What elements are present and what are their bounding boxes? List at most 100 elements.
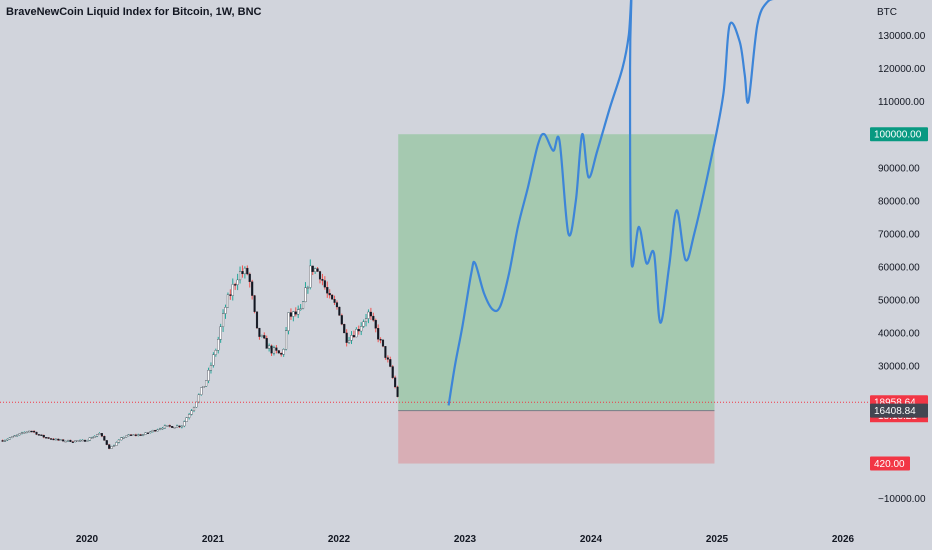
candle-body xyxy=(91,437,94,439)
candle-body xyxy=(52,438,55,441)
candle-body xyxy=(49,438,53,440)
candle-body xyxy=(57,438,60,441)
candle-body xyxy=(23,432,26,434)
candle-body xyxy=(6,438,9,441)
candle-body xyxy=(311,265,314,272)
candle-body xyxy=(270,345,273,354)
candle-body xyxy=(350,335,353,341)
candle-body xyxy=(243,267,246,275)
projection-drawing[interactable] xyxy=(447,0,780,406)
candle-body xyxy=(108,444,111,449)
candle-body xyxy=(134,434,137,436)
candle-body xyxy=(394,377,397,388)
price-axis[interactable]: BTC 130000.00 120000.00 110000.00 90000.00 8… xyxy=(877,7,926,505)
candle-body xyxy=(115,442,118,446)
candle-body xyxy=(139,434,142,436)
candle-body xyxy=(331,294,334,300)
candle-body xyxy=(154,430,157,432)
candle-body xyxy=(37,434,40,436)
candle-body xyxy=(127,434,130,437)
candle-body xyxy=(384,346,387,358)
x-tick-label: 2024 xyxy=(580,534,603,545)
candle-body xyxy=(200,387,203,395)
y-tick-label: 120000.00 xyxy=(878,64,926,75)
candle-body xyxy=(161,427,164,430)
candle-body xyxy=(163,425,166,429)
candle-body xyxy=(391,366,394,378)
candle-body xyxy=(292,311,295,317)
candle-body xyxy=(306,287,309,289)
candle-body xyxy=(16,434,19,437)
x-tick-label: 2026 xyxy=(832,534,855,545)
candle-body xyxy=(66,439,70,442)
time-axis[interactable]: 2020 2021 2022 2023 2024 2025 2026 xyxy=(76,534,855,545)
candle-body xyxy=(33,430,36,433)
candle-body xyxy=(348,340,351,343)
candle-body xyxy=(364,318,368,322)
candle-body xyxy=(304,287,307,303)
candle-body xyxy=(45,437,48,439)
candle-body xyxy=(81,439,84,442)
y-tick-label: 110000.00 xyxy=(878,97,925,108)
candle-body xyxy=(54,438,57,441)
candle-body xyxy=(125,435,128,438)
candle-body xyxy=(209,365,213,371)
candle-body xyxy=(251,281,254,296)
candle-body xyxy=(122,437,125,439)
candle-body xyxy=(335,302,339,308)
candle-body xyxy=(246,267,249,275)
y-tick-label: −10000.00 xyxy=(878,494,926,505)
candle-body xyxy=(253,295,256,312)
candle-body xyxy=(263,335,266,339)
candle-body xyxy=(377,328,380,340)
candle-body xyxy=(168,425,171,427)
candle-body xyxy=(343,324,346,334)
profit-zone[interactable] xyxy=(398,134,715,411)
candle-body xyxy=(299,308,302,310)
candle-body xyxy=(28,430,31,433)
candle-body xyxy=(144,432,147,435)
candle-body xyxy=(142,434,145,436)
candle-body xyxy=(8,437,11,440)
candle-body xyxy=(374,320,377,329)
candle-body xyxy=(100,433,103,437)
stop-zone[interactable] xyxy=(398,410,715,464)
long-position-tool[interactable] xyxy=(398,134,715,464)
y-tick-label: 80000.00 xyxy=(878,196,920,207)
candle-body xyxy=(287,312,290,331)
candle-body xyxy=(234,284,237,286)
candle-body xyxy=(297,309,300,315)
candle-body xyxy=(202,386,205,388)
candle-body xyxy=(265,338,268,349)
target-price-tag-text: 100000.00 xyxy=(874,130,922,141)
x-tick-label: 2022 xyxy=(328,534,351,545)
candle-body xyxy=(112,445,116,447)
candle-body xyxy=(352,335,355,338)
candle-body xyxy=(360,326,363,332)
candle-body xyxy=(79,440,82,442)
candle-body xyxy=(42,435,45,438)
x-tick-label: 2023 xyxy=(454,534,477,545)
candle-body xyxy=(367,311,370,319)
candle-body xyxy=(178,425,181,428)
chart-title: BraveNewCoin Liquid Index for Bitcoin, 1… xyxy=(6,6,262,18)
candle-body xyxy=(74,440,77,443)
candle-body xyxy=(59,439,62,441)
candle-body xyxy=(190,410,193,415)
candle-body xyxy=(389,359,392,367)
candle-body xyxy=(328,293,331,296)
candle-body xyxy=(129,434,133,436)
candle-body xyxy=(255,311,259,329)
y-tick-label: 60000.00 xyxy=(878,263,920,274)
candle-body xyxy=(132,434,135,436)
candle-body xyxy=(258,327,261,337)
stop-price-tag: 420.00 xyxy=(870,456,910,471)
candle-body xyxy=(197,394,200,403)
entry-price-tag-text: 16408.84 xyxy=(874,406,916,417)
projection-curve[interactable] xyxy=(447,0,780,406)
candle-body xyxy=(386,357,389,360)
candle-body xyxy=(117,439,120,443)
x-tick-label: 2021 xyxy=(202,534,225,545)
candle-body xyxy=(103,436,106,441)
